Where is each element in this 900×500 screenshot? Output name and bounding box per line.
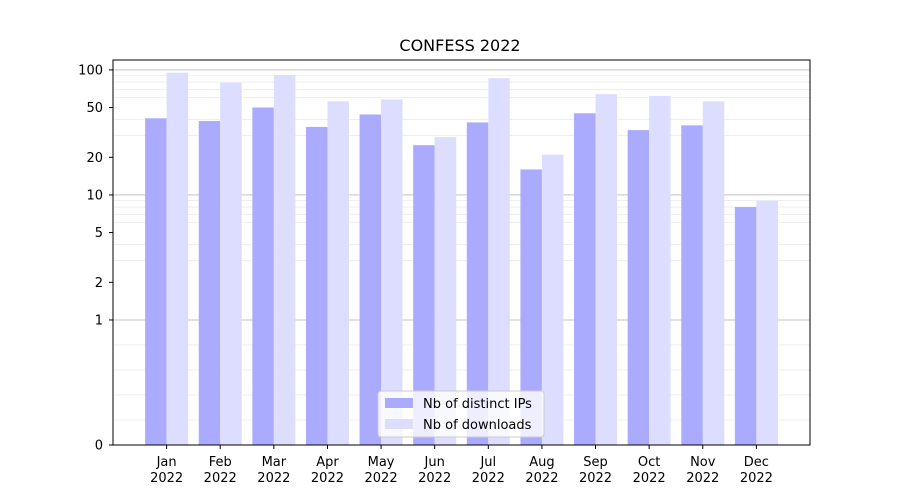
legend-frame <box>377 390 545 438</box>
legend-label-downloads: Nb of downloads <box>423 418 532 433</box>
bar <box>520 169 542 445</box>
legend-label-distinct-ips: Nb of distinct IPs <box>423 397 532 412</box>
x-tick-label: Dec 2022 <box>740 455 773 486</box>
x-tick-label: Jun 2022 <box>418 455 451 486</box>
x-tick-label: Nov 2022 <box>686 455 719 486</box>
bar <box>595 94 618 446</box>
legend-swatch-distinct-ips <box>385 398 413 408</box>
plot-frame <box>112 59 811 446</box>
bar <box>541 154 564 446</box>
bar <box>434 137 457 445</box>
legend: Nb of distinct IPs Nb of downloads <box>377 390 545 438</box>
bar <box>381 99 403 446</box>
bar <box>145 118 167 445</box>
bar <box>305 126 328 446</box>
bar <box>756 200 778 445</box>
bar <box>488 78 510 446</box>
y-tick-label: 20 <box>86 151 103 166</box>
axes: Jan 2022 Feb 2022 Mar 2022 Apr 2022 May 2022 Jun 20… <box>78 59 811 486</box>
y-tick-label: 5 <box>95 226 103 241</box>
x-tick-label: May 2022 <box>365 455 398 486</box>
y-tick-label: 0 <box>95 439 103 454</box>
bar <box>702 101 725 445</box>
bar <box>273 75 296 445</box>
bar <box>627 130 650 445</box>
y-tick-label: 50 <box>86 101 103 116</box>
bar <box>327 101 349 445</box>
x-tick-label: Aug 2022 <box>525 455 558 486</box>
x-tick-label: Feb 2022 <box>204 455 237 486</box>
bar <box>574 113 596 445</box>
bar <box>466 122 489 445</box>
bar <box>166 72 189 445</box>
x-tick-label: Sep 2022 <box>579 455 612 486</box>
y-tick-label: 10 <box>86 188 103 203</box>
x-tick-label: Mar 2022 <box>257 455 290 486</box>
bar <box>220 82 242 445</box>
bar <box>413 145 435 445</box>
bar <box>359 114 382 445</box>
bar <box>734 207 757 445</box>
bars <box>145 72 778 446</box>
x-tick-label: Jul 2022 <box>472 455 505 486</box>
bar <box>649 95 671 446</box>
x-tick-label: Oct 2022 <box>633 455 666 486</box>
chart-title: CONFESS 2022 <box>399 36 520 55</box>
bar <box>681 125 703 445</box>
bar <box>252 107 274 446</box>
x-tick-label: Apr 2022 <box>311 455 344 486</box>
legend-swatch-downloads <box>385 419 413 429</box>
y-tick-label: 1 <box>95 313 103 328</box>
x-tick-label: Jan 2022 <box>150 455 183 486</box>
y-tick-label: 100 <box>78 63 103 78</box>
bar <box>198 121 221 446</box>
y-tick-label: 2 <box>95 276 103 291</box>
